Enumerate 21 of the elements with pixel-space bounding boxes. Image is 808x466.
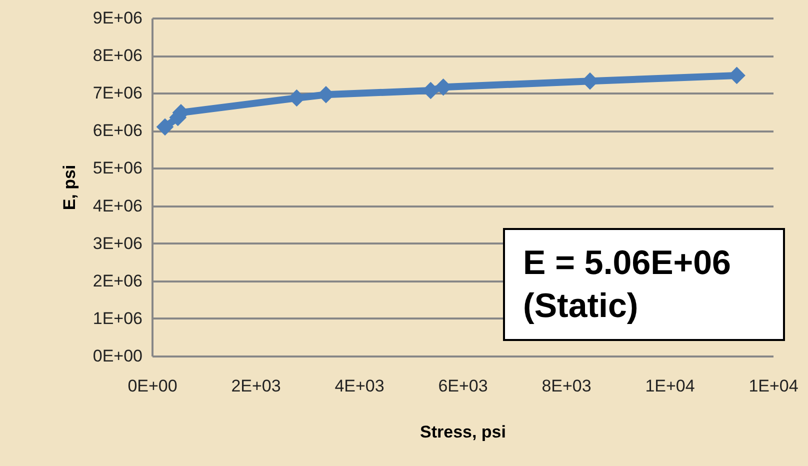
y-tick-label: 1E+06 [92,308,142,328]
x-tick-label: 4E+03 [334,376,384,396]
y-tick-label: 3E+06 [92,234,142,253]
x-tick-label: 2E+03 [231,376,281,396]
y-tick-label: 4E+06 [92,196,142,216]
y-tick-label: 6E+06 [92,121,142,140]
y-tick-label: 2E+06 [92,271,142,290]
point [156,118,174,136]
y-axis-title: E, psi [60,164,79,210]
x-tick-label: 1E+04 [748,376,798,396]
y-tick-label: 9E+06 [92,8,142,28]
y-tick-label: 8E+06 [92,46,142,66]
y-tick-label: 5E+06 [92,158,142,178]
x-tick-label: 6E+03 [438,376,488,396]
annotation: E = 5.06E+06 (Static) [503,228,785,341]
x-tick-label: 1E+04 [645,376,695,396]
y-tick-label: 0E+00 [92,346,142,366]
x-axis-title: Stress, psi [420,422,506,442]
x-tick-label: 0E+00 [128,376,178,396]
x-tick-label: 8E+03 [542,376,592,396]
y-tick-label: 7E+06 [92,84,142,103]
